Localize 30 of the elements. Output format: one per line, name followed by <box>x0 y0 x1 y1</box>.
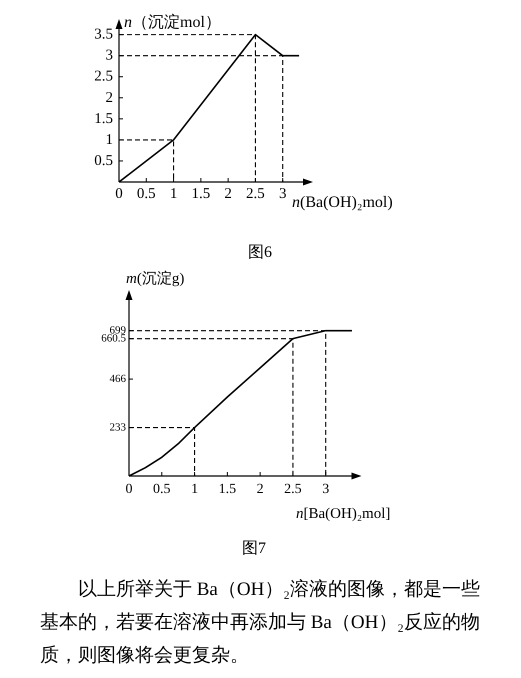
y-tick-label: 0.5 <box>94 152 113 169</box>
x-tick-label: 0.5 <box>136 186 156 202</box>
x-tick-label: 1.5 <box>218 482 236 497</box>
y-axis-title: n（沉淀mol） <box>124 13 221 31</box>
x-tick-label: 1.5 <box>191 186 210 202</box>
x-tick-label: 3 <box>278 186 286 202</box>
x-tick-label: 1 <box>191 482 198 497</box>
y-tick-label: 1 <box>106 132 113 148</box>
x-axis-title: n(Ba(OH)₂mol) <box>292 194 393 211</box>
text: 图7 <box>242 540 266 557</box>
x-tick-label: 2.5 <box>246 186 265 202</box>
y-tick-label: 2 <box>106 90 113 106</box>
x-tick-label: 0 <box>126 482 132 497</box>
y-tick-label: 2.5 <box>94 68 113 85</box>
y-tick-label: 3.5 <box>94 26 113 43</box>
y-tick-label: 1.5 <box>94 110 113 127</box>
x-tick-label: 3 <box>322 482 330 497</box>
y-axis-title: m(沉淀g) <box>126 270 184 287</box>
y-tick-label: 233 <box>110 422 126 434</box>
x-tick-label: 1 <box>170 186 178 202</box>
y-tick-label: 3 <box>106 48 113 64</box>
text: 图6 <box>248 244 272 261</box>
x-axis-title: n[Ba(OH)₂mol] <box>296 506 390 522</box>
x-tick-label: 2 <box>256 482 264 497</box>
x-tick-label: 0 <box>115 186 123 202</box>
x-tick-label: 2 <box>224 186 232 202</box>
x-tick-label: 0.5 <box>153 482 171 497</box>
text: 以上所举关于 Ba（OH）₂溶液的图像，都是一些基本的，若要在溶液中再添加与 Ba（OH）₂反应的物质，则图像将会更复杂。 <box>40 579 480 666</box>
x-tick-label: 2.5 <box>284 482 302 497</box>
y-tick-label: 466 <box>110 373 126 386</box>
